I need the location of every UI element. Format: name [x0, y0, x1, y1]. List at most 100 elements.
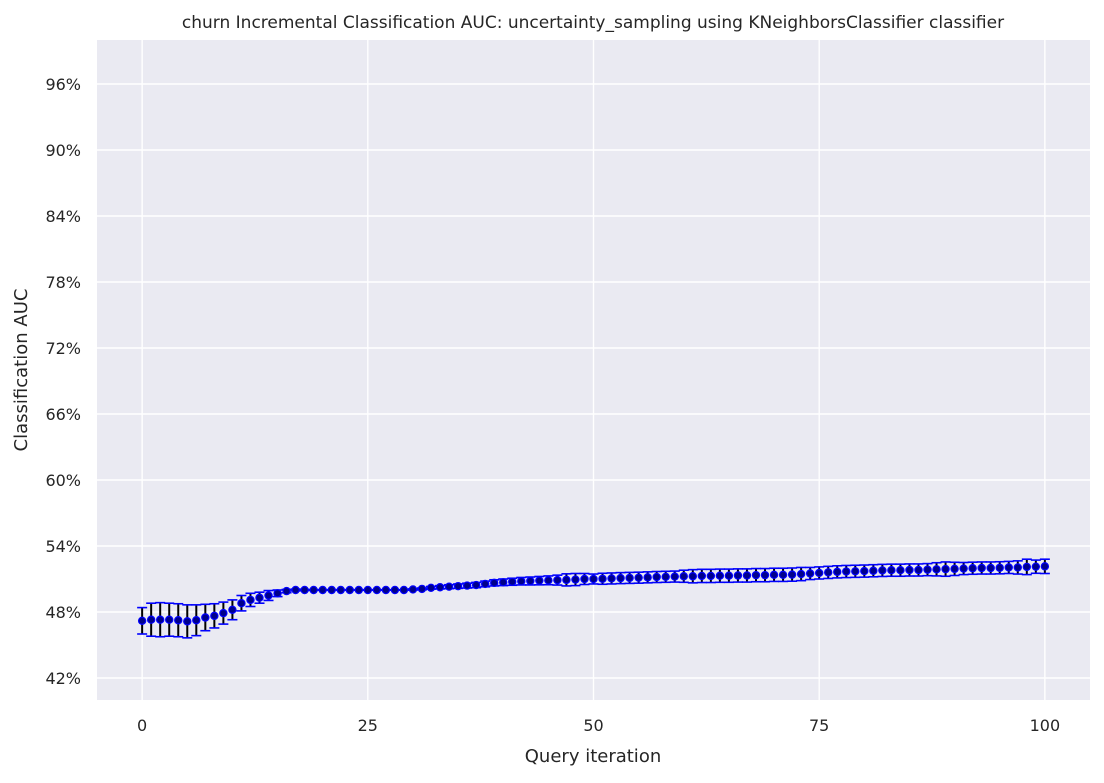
data-point: [860, 566, 869, 576]
data-point: [814, 568, 824, 578]
data-point: [643, 573, 652, 582]
data-point: [354, 585, 363, 595]
data-point: [183, 617, 192, 626]
data-point: [751, 570, 761, 580]
y-tick-label: 90%: [45, 141, 81, 160]
x-tick-label: 0: [137, 716, 147, 735]
data-point: [399, 585, 409, 595]
data-point: [562, 575, 571, 585]
y-tick-label: 96%: [45, 75, 81, 94]
y-tick-label: 48%: [45, 603, 81, 622]
data-point: [453, 581, 463, 591]
data-point: [878, 566, 887, 575]
data-point: [986, 563, 995, 573]
data-point: [462, 581, 472, 590]
y-tick-label: 60%: [45, 471, 81, 490]
data-point: [228, 605, 237, 615]
data-point: [282, 586, 291, 596]
data-point: [471, 580, 481, 590]
data-point: [959, 564, 968, 573]
data-point: [255, 593, 264, 602]
y-tick-label: 72%: [45, 339, 81, 358]
data-point: [616, 573, 625, 583]
data-point: [571, 575, 580, 584]
data-point: [796, 569, 806, 579]
data-point: [273, 589, 282, 598]
data-point: [327, 585, 336, 595]
data-point: [444, 582, 454, 591]
data-point: [535, 576, 544, 585]
data-point: [146, 615, 156, 624]
x-tick-label: 25: [358, 716, 378, 735]
data-point: [851, 567, 860, 576]
data-point: [345, 585, 354, 595]
data-point: [805, 569, 815, 578]
data-point: [833, 567, 842, 577]
data-point: [1040, 562, 1050, 571]
data-point: [155, 615, 165, 624]
data-point: [995, 563, 1004, 572]
data-point: [652, 572, 661, 582]
x-tick-label: 75: [809, 716, 829, 735]
data-point: [869, 566, 878, 575]
data-point: [896, 566, 905, 575]
data-point: [192, 616, 201, 625]
data-point: [950, 564, 959, 574]
data-point: [724, 571, 734, 580]
data-point: [598, 574, 607, 583]
data-point: [977, 563, 986, 573]
y-tick-label: 42%: [45, 669, 81, 688]
data-point: [941, 564, 950, 574]
y-tick-label: 66%: [45, 405, 81, 424]
tick-labels: 42% 48% 54% 60% 66% 72% 78% 84% 90% 96% 0 25 50 75 100: [45, 75, 1060, 735]
data-point: [544, 576, 553, 585]
data-point: [210, 611, 219, 621]
data-point: [291, 585, 300, 595]
data-point: [778, 570, 788, 580]
data-point: [760, 570, 770, 580]
data-point: [607, 574, 616, 583]
data-point: [733, 571, 743, 580]
data-point: [625, 573, 634, 583]
data-point: [769, 570, 779, 580]
data-point: [697, 571, 707, 581]
data-point: [372, 585, 382, 595]
x-tick-label: 50: [583, 716, 603, 735]
data-point: [264, 591, 273, 600]
data-point: [634, 573, 643, 582]
data-point: [246, 595, 255, 605]
data-point: [219, 608, 228, 618]
x-tick-label: 100: [1030, 716, 1061, 735]
data-point: [1013, 563, 1022, 572]
grid-lines: [97, 40, 1090, 700]
data-point: [580, 574, 589, 584]
data-point: [309, 585, 318, 595]
data-point: [165, 615, 174, 624]
data-point: [300, 585, 309, 595]
data-point: [923, 565, 932, 574]
data-point: [887, 566, 896, 575]
data-point: [715, 571, 725, 580]
data-point: [1031, 562, 1041, 571]
data-point: [1004, 563, 1013, 572]
data-point: [553, 575, 562, 585]
y-tick-label: 84%: [45, 207, 81, 226]
data-point: [842, 567, 851, 576]
data-point: [426, 583, 436, 593]
x-axis-label: Query iteration: [525, 746, 661, 767]
data-point: [905, 565, 914, 575]
data-point: [661, 572, 670, 582]
data-point: [318, 585, 327, 595]
data-point: [417, 584, 427, 594]
data-point: [435, 583, 445, 592]
data-point: [670, 572, 679, 581]
data-point: [363, 585, 373, 595]
y-axis-label: Classification AUC: [11, 289, 32, 452]
data-point: [688, 572, 698, 581]
chart-title: churn Incremental Classification AUC: un…: [182, 13, 1004, 33]
data-point: [336, 585, 345, 595]
data-point: [932, 565, 941, 574]
data-point: [508, 577, 517, 586]
